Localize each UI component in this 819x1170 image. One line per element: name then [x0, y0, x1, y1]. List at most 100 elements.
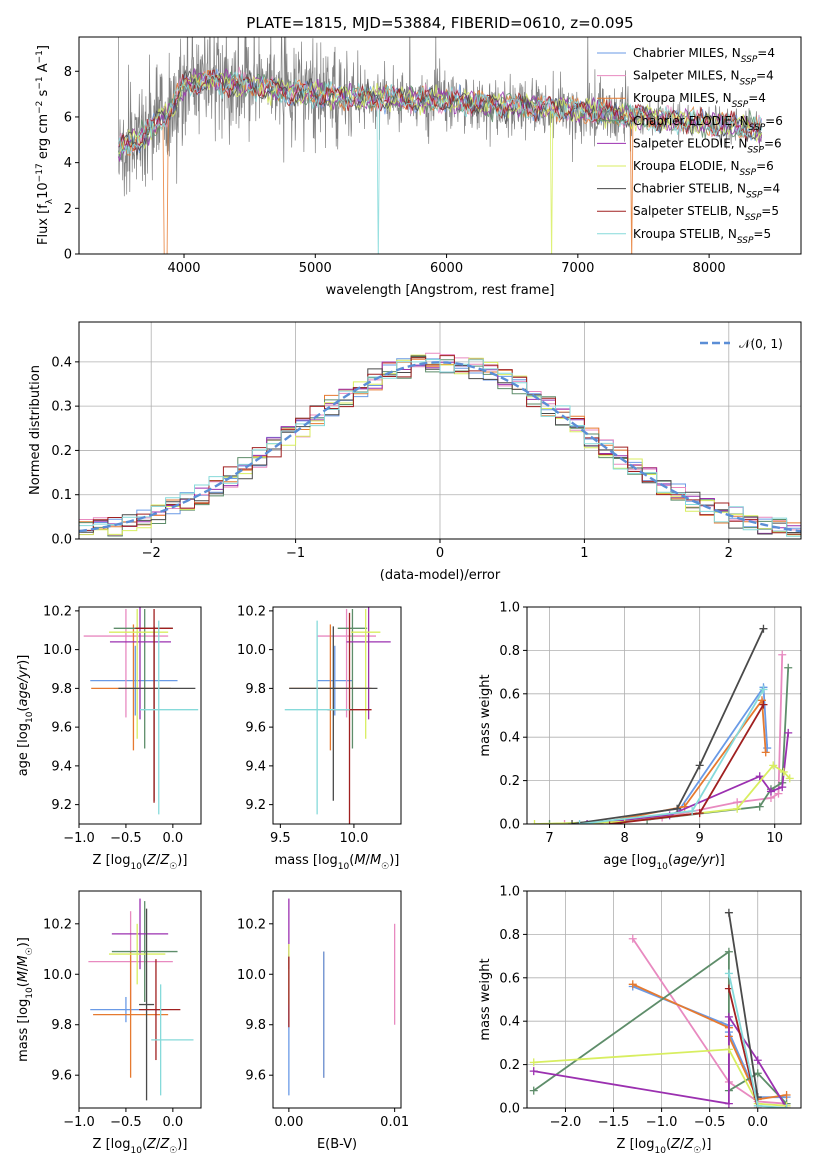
y-tick-label: 0.4 [51, 355, 72, 370]
y-tick-label: 10.2 [43, 604, 72, 619]
y-axis-label: mass weight [478, 958, 493, 1040]
series-marker-c6 [568, 820, 577, 824]
x-tick-label: 4000 [167, 261, 200, 276]
series-marker-c4 [665, 811, 674, 820]
y-tick-label: 10.0 [237, 643, 266, 658]
x-tick-label: −0.5 [110, 831, 142, 846]
x-tick-label: −0.5 [110, 1115, 142, 1130]
y-tick-label: 1.0 [499, 601, 520, 616]
legend-entry: Kroupa STELIB, NSSP=5 [633, 227, 771, 246]
y-tick-label: 8 [64, 65, 72, 80]
series-marker-c5 [785, 774, 794, 783]
y-tick-label: 0.1 [51, 488, 72, 503]
x-axis-label: E(B-V) [317, 1137, 357, 1152]
series-marker-c7 [695, 809, 704, 818]
y-tick-label: 0.3 [51, 400, 72, 415]
series-marker-c4 [724, 1099, 733, 1108]
y-tick-label: 0.2 [51, 444, 72, 459]
series-line-c7 [728, 988, 759, 1108]
series-marker-c5 [724, 1045, 733, 1054]
x-tick-label: 10 [766, 831, 783, 846]
y-tick-label: 10.2 [237, 604, 266, 619]
series-marker-c2 [761, 748, 770, 757]
series-marker-c4 [755, 772, 764, 781]
x-tick-label: 9.5 [270, 831, 291, 846]
series-marker-c3 [529, 1086, 538, 1095]
x-tick-label: −2 [142, 546, 161, 561]
y-tick-label: 9.4 [51, 759, 72, 774]
series-marker-c2 [782, 1090, 791, 1099]
axes-frame [78, 321, 802, 540]
series-marker-c4 [784, 728, 793, 737]
legend-entry: Chabrier STELIB, NSSP=4 [633, 182, 780, 201]
series-marker-c8 [759, 685, 768, 694]
panel-residuals: −2 −1 0 1 2 0.0 0.1 0.2 0.3 0.4 𝒩(0, 1) [51, 321, 802, 561]
x-tick-label: 5000 [299, 261, 332, 276]
series-marker-c1 [628, 934, 637, 943]
model-line-c4 [117, 67, 763, 162]
y-tick-label: 0.6 [499, 971, 520, 986]
legend-entry: Salpeter STELIB, NSSP=5 [633, 204, 779, 223]
series-marker-c3 [753, 1069, 762, 1078]
plot-area [284, 607, 391, 824]
axes-frame [526, 890, 802, 1109]
axes-frame [526, 606, 802, 825]
series-line-c4 [587, 732, 790, 824]
axes-frame [272, 606, 402, 825]
y-tick-label: 2 [64, 202, 72, 217]
model-line-c5 [118, 72, 763, 254]
series-line-c2 [594, 697, 767, 824]
axes-frame [78, 606, 202, 825]
x-tick-label: 0.0 [747, 1115, 768, 1130]
series-marker-c4 [778, 783, 787, 792]
series-marker-c1 [774, 789, 783, 798]
panel-weight_vs_Z: −2.0 −1.5 −1.0 −0.5 0.0 0.0 0.2 0.4 0.6 0.8 1.0 [499, 885, 802, 1130]
y-tick-label: 10.0 [43, 968, 72, 983]
plot-area [530, 624, 794, 824]
panel-mass_vs_Z: −1.0 −0.5 0.0 9.6 9.8 10.0 10.2 [43, 890, 202, 1130]
series-marker-c1 [560, 820, 569, 824]
series-line-c1 [632, 938, 787, 1105]
series-marker-c5 [530, 820, 539, 824]
model-line-c8 [117, 71, 763, 254]
y-tick-label: 10.0 [43, 643, 72, 658]
y-tick-label: 9.6 [51, 1069, 72, 1084]
series-marker-c6 [695, 761, 704, 770]
series-marker-c6 [759, 624, 768, 633]
series-line-c8 [579, 689, 765, 824]
y-tick-label: 0 [64, 248, 72, 263]
plot-area [529, 908, 791, 1108]
y-tick-label: 0.4 [499, 1015, 520, 1030]
y-tick-label: 0.0 [499, 818, 520, 833]
y-axis-label: mass weight [478, 674, 493, 756]
legend-entry: Kroupa ELODIE, NSSP=6 [633, 159, 774, 178]
series-marker-c6 [673, 804, 682, 813]
chart-title: PLATE=1815, MJD=53884, FIBERID=0610, z=0… [246, 14, 633, 32]
series-line-c5 [533, 1048, 787, 1107]
plot-area [288, 898, 396, 1096]
series-marker-c4 [724, 1012, 733, 1021]
x-tick-label: 0 [436, 546, 444, 561]
y-tick-label: 0.0 [51, 533, 72, 548]
model-line-c6 [118, 69, 763, 156]
legend-entry: Kroupa MILES, NSSP=4 [633, 91, 766, 110]
x-tick-label: 1 [580, 546, 588, 561]
y-tick-label: 0.8 [499, 928, 520, 943]
series-marker-c3 [755, 802, 764, 811]
series-marker-c3 [784, 663, 793, 672]
series-marker-c8 [688, 806, 697, 815]
series-marker-c5 [769, 761, 778, 770]
legend-entry: Chabrier MILES, NSSP=4 [633, 46, 775, 65]
x-tick-label: 9 [696, 831, 704, 846]
series-line-c6 [728, 912, 759, 1098]
series-marker-c8 [782, 1104, 791, 1108]
x-tick-label: −0.5 [694, 1115, 726, 1130]
series-marker-c3 [724, 947, 733, 956]
axes-frame [272, 890, 402, 1109]
y-tick-label: 9.8 [51, 1018, 72, 1033]
x-tick-label: 7 [545, 831, 553, 846]
y-tick-label: 1.0 [499, 885, 520, 900]
series-marker-c2 [628, 980, 637, 989]
y-tick-label: 9.6 [245, 721, 266, 736]
x-axis-label: Z [log10(Z/Z☉)] [93, 1137, 188, 1156]
